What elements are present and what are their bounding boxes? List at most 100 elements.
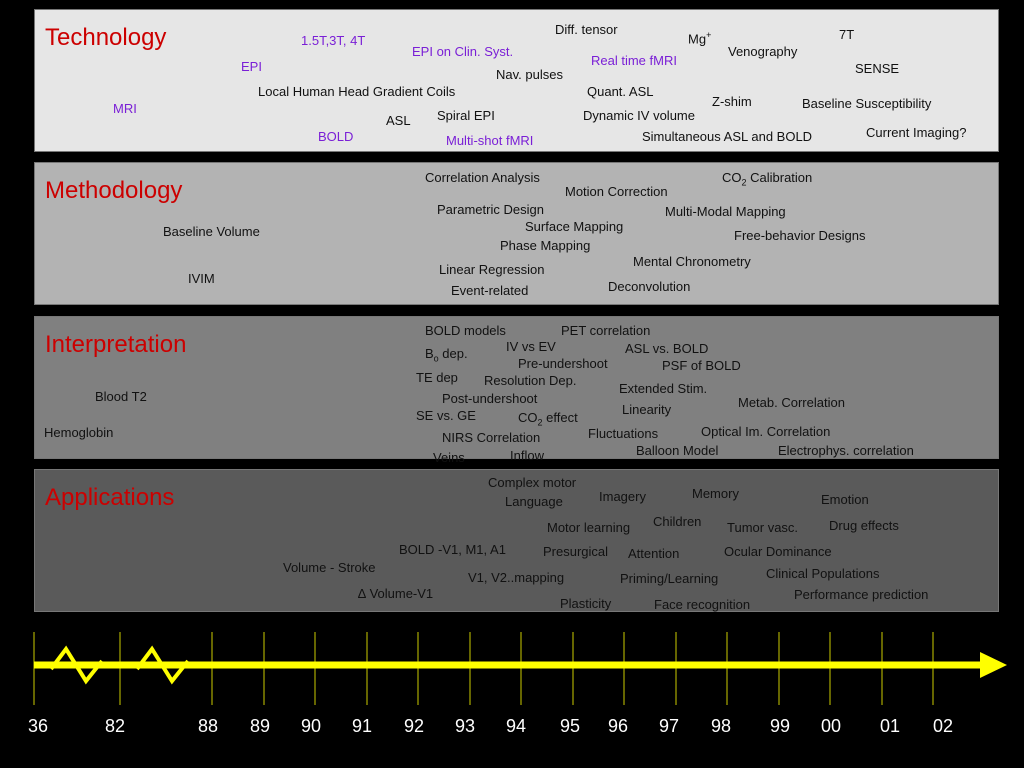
term-suffix: Calibration [746, 170, 813, 185]
applications-term-bold-v1-m1-a1: BOLD -V1, M1, A1 [399, 542, 506, 558]
interpretation-term-bold-models: BOLD models [425, 323, 506, 339]
technology-term-venography: Venography [728, 44, 797, 60]
term-text: PET correlation [561, 323, 651, 338]
term-text: SE vs. GE [416, 408, 476, 423]
technology-term-spiral-epi: Spiral EPI [437, 108, 495, 124]
year-label-93: 93 [454, 716, 476, 736]
applications-term-tumor-vasc: Tumor vasc. [727, 520, 798, 536]
interpretation-term-inflow: Inflow [510, 448, 544, 464]
term-text: PSF of BOLD [662, 358, 741, 373]
interpretation-term-resolution-dep: Resolution Dep. [484, 373, 577, 389]
term-text: Motion Correction [565, 184, 668, 199]
interpretation-panel: Interpretation BOLD models PET correlatio… [34, 316, 999, 465]
term-text: SENSE [855, 61, 900, 76]
term-text: Volume - Stroke [283, 560, 376, 575]
term-text: 7T [839, 27, 855, 42]
year-label-99: 99 [769, 716, 791, 736]
term-text: MRI [113, 101, 137, 116]
applications-term-volume-stroke: Volume - Stroke [283, 560, 376, 576]
term-text: EPI [241, 59, 262, 74]
term-text: Multi-shot fMRI [446, 133, 534, 148]
term-text: Clinical Populations [766, 566, 880, 581]
term-text: Deconvolution [608, 279, 691, 294]
term-text: Simultaneous ASL and BOLD [642, 129, 813, 144]
term-text: Diff. tensor [555, 22, 618, 37]
term-text: ∆ Volume-V1 [358, 586, 434, 601]
year-label-00: 00 [820, 716, 842, 736]
term-text: Pre-undershoot [518, 356, 608, 371]
applications-term-performance-prediction: Performance prediction [794, 587, 928, 603]
term-text: Memory [692, 486, 739, 501]
applications-term-motor-learning: Motor learning [547, 520, 630, 536]
term-text: Optical Im. Correlation [701, 424, 831, 439]
term-text: Drug effects [829, 518, 899, 533]
term-text: Post-undershoot [442, 391, 538, 406]
methodology-term-parametric-design: Parametric Design [437, 202, 544, 218]
interpretation-term-post-undershoot: Post-undershoot [442, 391, 537, 407]
term-text: Quant. ASL [587, 84, 654, 99]
applications-term-clinical-populations: Clinical Populations [766, 566, 879, 582]
technology-term-epi-on-clin-syst: EPI on Clin. Syst. [412, 44, 513, 60]
term-text: ASL [386, 113, 411, 128]
term-text: Resolution Dep. [484, 373, 577, 388]
term-text: Spiral EPI [437, 108, 495, 123]
year-label-92: 92 [403, 716, 425, 736]
methodology-term-ivim: IVIM [188, 271, 215, 287]
term-text: BOLD -V1, M1, A1 [399, 542, 506, 557]
term-text: Dynamic IV volume [583, 108, 695, 123]
term-subscript: 2 [741, 177, 747, 188]
applications-term-memory: Memory [692, 486, 739, 502]
term-subscript: 2 [537, 417, 543, 428]
term-text: Plasticity [560, 596, 612, 611]
term-text: Ocular Dominance [724, 544, 832, 559]
year-label-96: 96 [607, 716, 629, 736]
term-suffix: effect [542, 410, 578, 425]
applications-term-v1-v2-mapping: V1, V2..mapping [468, 570, 564, 586]
applications-term-face-recognition: Face recognition [654, 597, 750, 613]
term-text: Imagery [599, 489, 646, 504]
term-text: IVIM [188, 271, 215, 286]
technology-term-real-time-fmri: Real time fMRI [591, 53, 677, 69]
applications-term-imagery: Imagery [599, 489, 646, 505]
timeline [33, 632, 1007, 705]
term-text: Correlation Analysis [425, 170, 540, 185]
axis-break-zigzag-1 [49, 645, 104, 685]
methodology-term-multi-modal-mapping: Multi-Modal Mapping [665, 204, 786, 220]
term-text: Fluctuations [588, 426, 659, 441]
technology-term-nav-pulses: Nav. pulses [496, 67, 563, 83]
term-text: Tumor vasc. [727, 520, 799, 535]
term-text: Event-related [451, 283, 529, 298]
term-text: Free-behavior Designs [734, 228, 866, 243]
term-text: Local Human Head Gradient Coils [258, 84, 456, 99]
interpretation-term-co-effect: CO2 effect [518, 410, 578, 431]
applications-term-drug-effects: Drug effects [829, 518, 899, 534]
year-label-95: 95 [559, 716, 581, 736]
term-text: Hemoglobin [44, 425, 114, 440]
methodology-term-motion-correction: Motion Correction [565, 184, 668, 200]
term-text: Electrophys. correlation [778, 443, 914, 458]
term-text: Emotion [821, 492, 869, 507]
term-text: Linear Regression [439, 262, 545, 277]
methodology-term-surface-mapping: Surface Mapping [525, 219, 623, 235]
technology-term-baseline-susceptibility: Baseline Susceptibility [802, 96, 931, 112]
technology-term-epi: EPI [241, 59, 262, 75]
interpretation-term-nirs-correlation: NIRS Correlation [442, 430, 540, 446]
term-superscript: + [706, 30, 712, 40]
technology-heading: Technology [45, 24, 167, 51]
methodology-term-event-related: Event-related [451, 283, 528, 299]
axis-break-zigzag-2 [135, 645, 190, 685]
interpretation-heading: Interpretation [45, 331, 187, 358]
applications-term-plasticity: Plasticity [560, 596, 611, 612]
term-text: EPI on Clin. Syst. [412, 44, 514, 59]
term-text: Inflow [510, 448, 544, 463]
term-suffix: dep. [438, 346, 468, 361]
interpretation-term-te-dep: TE dep [416, 370, 458, 386]
year-label-94: 94 [505, 716, 527, 736]
term-text: Children [653, 514, 702, 529]
interpretation-term-blood-t2: Blood T2 [95, 389, 147, 405]
term-text: Venography [728, 44, 798, 59]
technology-term-asl: ASL [386, 113, 411, 129]
term-text: V1, V2..mapping [468, 570, 565, 585]
technology-term-diff-tensor: Diff. tensor [555, 22, 618, 38]
interpretation-term-b-dep: Bo dep. [425, 346, 468, 367]
